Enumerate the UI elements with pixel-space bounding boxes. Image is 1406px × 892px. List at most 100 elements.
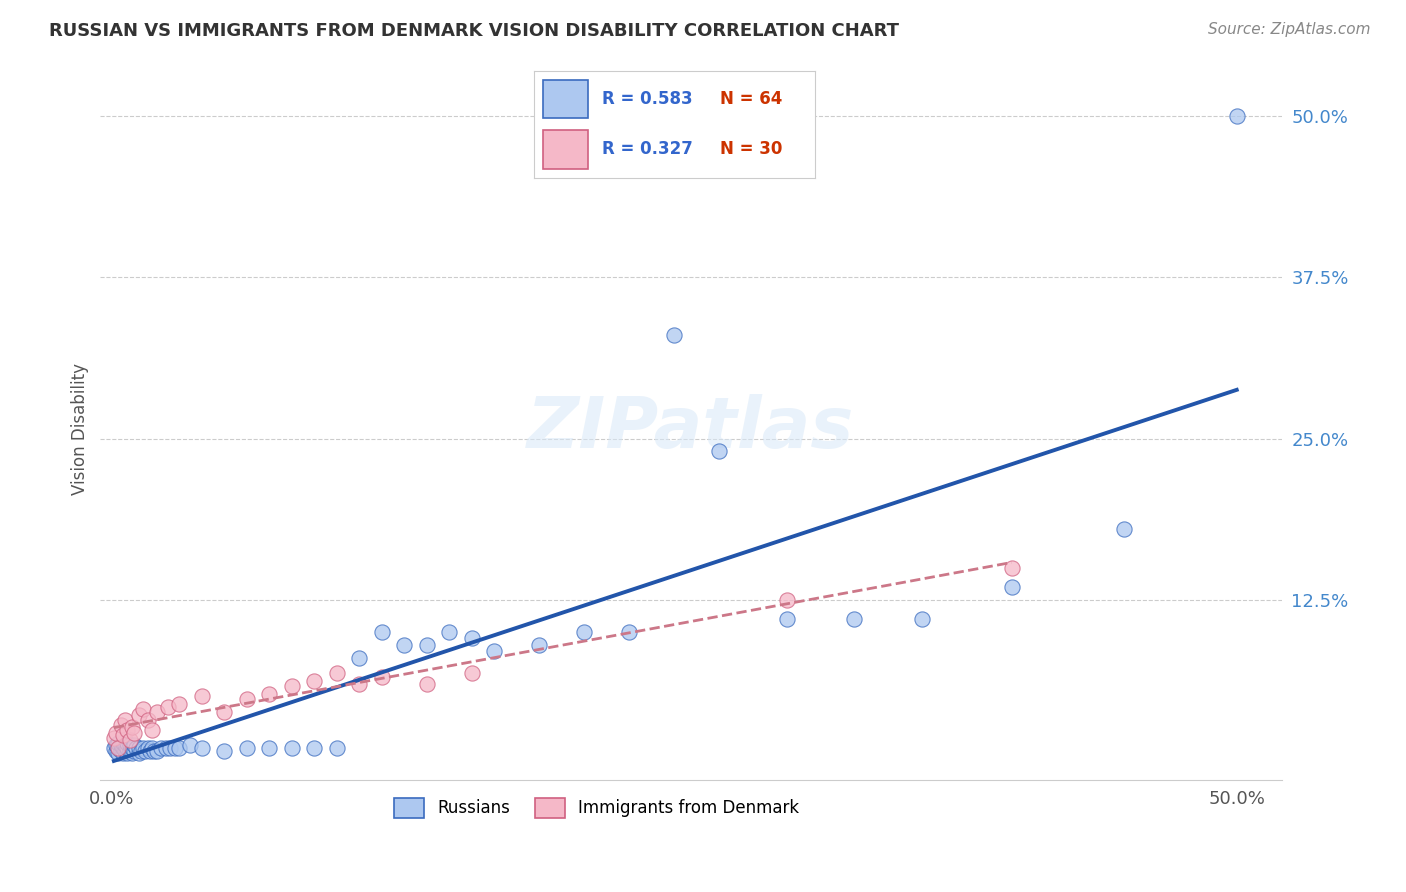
Point bbox=[118, 739, 141, 753]
FancyBboxPatch shape bbox=[543, 130, 588, 169]
Point bbox=[121, 741, 143, 756]
Point bbox=[107, 741, 129, 756]
Point bbox=[118, 744, 141, 758]
Point bbox=[110, 744, 132, 758]
Point bbox=[128, 746, 150, 760]
Point bbox=[111, 746, 134, 760]
Point bbox=[150, 741, 173, 756]
Point bbox=[235, 692, 257, 706]
Text: N = 64: N = 64 bbox=[720, 90, 782, 108]
Point bbox=[110, 739, 132, 753]
Point bbox=[141, 723, 163, 737]
Point bbox=[117, 746, 139, 760]
Point bbox=[280, 679, 302, 693]
Y-axis label: Vision Disability: Vision Disability bbox=[72, 363, 89, 495]
Point bbox=[111, 741, 134, 756]
Text: N = 30: N = 30 bbox=[720, 141, 782, 159]
Point bbox=[122, 725, 145, 739]
Point bbox=[159, 741, 181, 756]
Point bbox=[105, 725, 128, 739]
Point bbox=[117, 723, 139, 737]
Point bbox=[139, 744, 162, 758]
Point bbox=[325, 741, 347, 756]
Point bbox=[136, 713, 159, 727]
Point bbox=[190, 690, 212, 704]
Point bbox=[844, 612, 866, 626]
Point bbox=[117, 736, 139, 750]
Point bbox=[370, 670, 392, 684]
Point bbox=[179, 739, 201, 753]
Point bbox=[141, 741, 163, 756]
Point bbox=[121, 746, 143, 760]
Point bbox=[129, 744, 152, 758]
Point bbox=[107, 746, 129, 760]
Point bbox=[482, 644, 505, 658]
Point bbox=[617, 625, 640, 640]
Point bbox=[114, 739, 136, 753]
Point bbox=[280, 741, 302, 756]
Point bbox=[302, 673, 325, 688]
Point bbox=[776, 612, 799, 626]
Point bbox=[527, 638, 550, 652]
Point bbox=[145, 705, 167, 719]
Text: ZIPatlas: ZIPatlas bbox=[527, 394, 855, 463]
Point bbox=[122, 739, 145, 753]
Point bbox=[163, 741, 186, 756]
Point bbox=[776, 592, 799, 607]
Point bbox=[110, 718, 132, 732]
Point bbox=[347, 650, 370, 665]
Point bbox=[107, 736, 129, 750]
Point bbox=[105, 744, 128, 758]
Point bbox=[370, 625, 392, 640]
Point bbox=[145, 744, 167, 758]
Point bbox=[132, 741, 155, 756]
Point bbox=[415, 676, 437, 690]
Point bbox=[572, 625, 595, 640]
Point bbox=[128, 707, 150, 722]
Text: R = 0.583: R = 0.583 bbox=[602, 90, 692, 108]
Point bbox=[257, 687, 280, 701]
Point bbox=[111, 736, 134, 750]
Point bbox=[167, 741, 190, 756]
Point bbox=[460, 666, 482, 681]
Point bbox=[437, 625, 460, 640]
Point bbox=[117, 741, 139, 756]
Point bbox=[257, 741, 280, 756]
Legend: Russians, Immigrants from Denmark: Russians, Immigrants from Denmark bbox=[387, 791, 806, 825]
Point bbox=[911, 612, 934, 626]
Point bbox=[167, 697, 190, 711]
Point bbox=[662, 328, 685, 343]
Text: Source: ZipAtlas.com: Source: ZipAtlas.com bbox=[1208, 22, 1371, 37]
Point bbox=[107, 741, 129, 756]
Text: RUSSIAN VS IMMIGRANTS FROM DENMARK VISION DISABILITY CORRELATION CHART: RUSSIAN VS IMMIGRANTS FROM DENMARK VISIO… bbox=[49, 22, 900, 40]
Point bbox=[460, 632, 482, 646]
Point bbox=[118, 733, 141, 747]
Point bbox=[707, 444, 730, 458]
FancyBboxPatch shape bbox=[543, 80, 588, 119]
Point bbox=[134, 744, 156, 758]
Point bbox=[1226, 109, 1249, 123]
Point bbox=[156, 699, 179, 714]
Point bbox=[1114, 522, 1136, 536]
Point bbox=[143, 744, 166, 758]
Point bbox=[190, 741, 212, 756]
Point bbox=[302, 741, 325, 756]
Text: R = 0.327: R = 0.327 bbox=[602, 141, 693, 159]
Point bbox=[121, 720, 143, 734]
Point bbox=[212, 705, 235, 719]
Point bbox=[105, 739, 128, 753]
Point bbox=[136, 741, 159, 756]
Point bbox=[155, 741, 177, 756]
Point bbox=[125, 741, 148, 756]
Point bbox=[132, 702, 155, 716]
Point bbox=[103, 731, 125, 745]
Point bbox=[235, 741, 257, 756]
Point bbox=[392, 638, 415, 652]
Point bbox=[114, 713, 136, 727]
Point bbox=[325, 666, 347, 681]
Point bbox=[114, 744, 136, 758]
Point bbox=[1001, 580, 1024, 594]
Point bbox=[1001, 560, 1024, 574]
Point bbox=[128, 741, 150, 756]
Point bbox=[212, 744, 235, 758]
